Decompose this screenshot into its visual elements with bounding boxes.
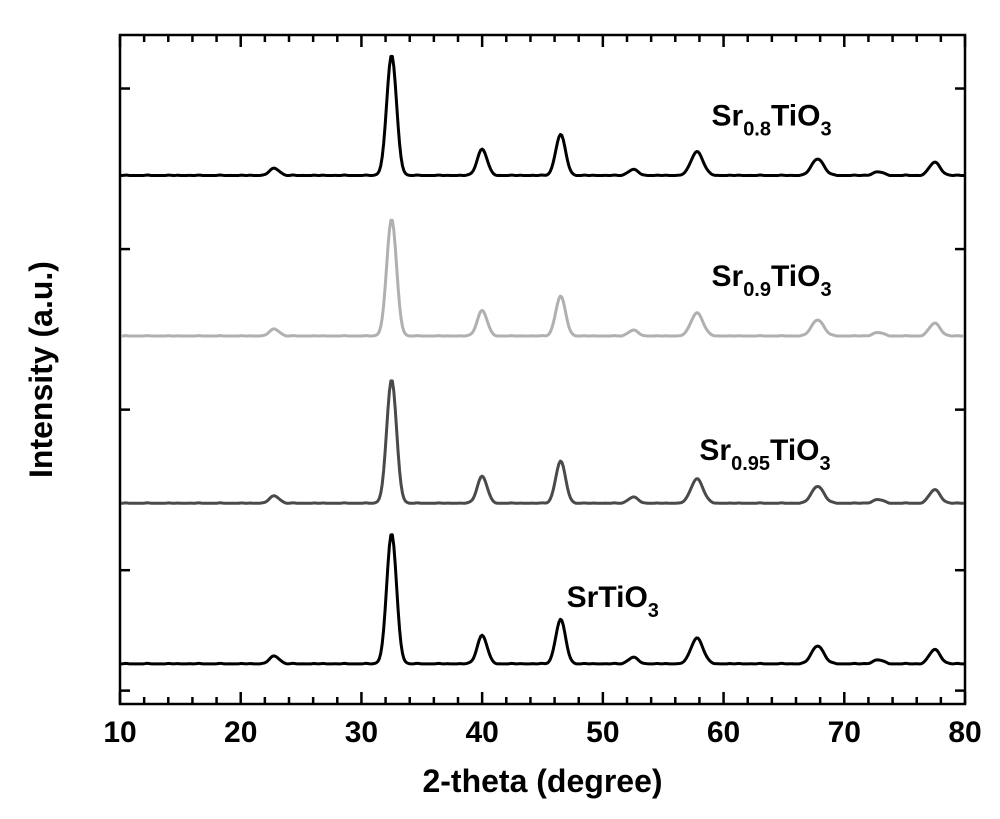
x-tick-label: 50: [586, 716, 619, 749]
series-1: [120, 381, 965, 503]
plot-frame: [120, 35, 965, 704]
series-0: [120, 535, 965, 664]
series-label: SrTiO3: [567, 581, 659, 622]
x-tick-label: 10: [103, 716, 136, 749]
x-tick-label: 60: [707, 716, 740, 749]
x-tick-label: 70: [828, 716, 861, 749]
series-line: [120, 381, 965, 503]
y-axis-label: Intensity (a.u.): [23, 261, 59, 478]
series-line: [120, 220, 965, 336]
x-axis-label: 2-theta (degree): [422, 763, 662, 799]
x-tick-label: 40: [465, 716, 498, 749]
series-line: [120, 535, 965, 664]
series-label: Sr0.9TiO3: [712, 260, 832, 301]
chart-svg: 10 20 30 40 50 60 70 80 2-theta (degree) Intensit…: [0, 0, 1000, 819]
series-2: [120, 220, 965, 336]
series-label: Sr0.95TiO3: [699, 434, 830, 475]
x-tick-label: 20: [224, 716, 257, 749]
x-tick-label: 80: [948, 716, 981, 749]
series-3: [120, 56, 965, 175]
x-tick-label: 30: [345, 716, 378, 749]
series-label: Sr0.8TiO3: [712, 99, 832, 140]
xrd-chart: 10 20 30 40 50 60 70 80 2-theta (degree) Intensit…: [0, 0, 1000, 819]
series-line: [120, 56, 965, 175]
